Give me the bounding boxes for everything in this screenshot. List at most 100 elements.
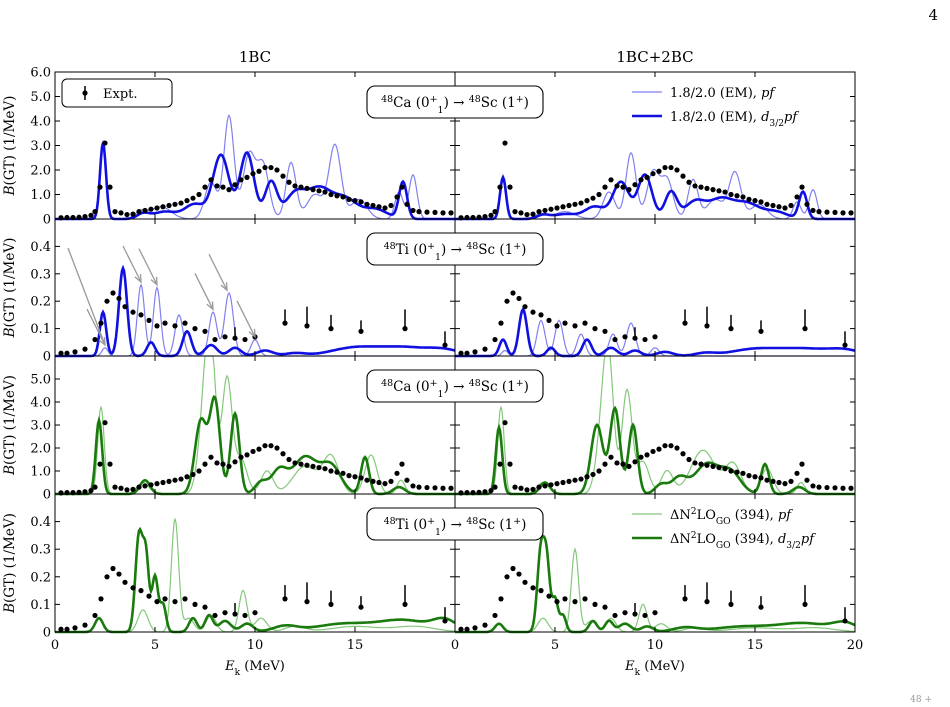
expt-point [110, 565, 116, 572]
expt-point [497, 184, 503, 190]
expt-point [566, 202, 572, 209]
expt-point [244, 174, 250, 180]
annotation-arrowhead [134, 273, 142, 284]
expt-point [138, 312, 144, 318]
y-tick-label: 2.0 [30, 164, 51, 179]
expt-point [848, 485, 854, 491]
expt-point [816, 209, 822, 215]
expt-point [522, 579, 528, 585]
expt-point [530, 585, 536, 591]
expt-point [602, 604, 608, 610]
expt-point [376, 204, 382, 210]
expt-point [352, 474, 358, 480]
expt-point [464, 626, 470, 632]
y-tick-label: 0 [43, 350, 51, 365]
expt-point [498, 320, 504, 326]
expt-point [722, 466, 728, 472]
expt-point [746, 196, 752, 202]
expt-point [590, 471, 596, 478]
expt-point [97, 184, 103, 190]
expt-point [518, 210, 524, 216]
expt-point [674, 445, 680, 451]
expt-point [82, 489, 88, 495]
expt-point [652, 610, 658, 616]
footer-fragment: 48 + [910, 695, 932, 705]
expt-point [432, 485, 438, 491]
expt-point [502, 140, 508, 146]
expt-point [770, 202, 776, 209]
expt-point [166, 478, 172, 484]
expt-point [536, 209, 542, 215]
expt-point [620, 461, 626, 467]
expt-point [130, 585, 136, 591]
expt-point [146, 317, 152, 323]
expt-point [498, 596, 504, 602]
expt-point [482, 489, 488, 495]
expt-point [692, 183, 698, 189]
expt-point [488, 212, 494, 218]
annotation-arrowhead [248, 328, 256, 339]
y-tick-label: 1.0 [30, 465, 51, 480]
expt-point [310, 187, 316, 193]
panel-ti-em-1bc-2bc [455, 290, 856, 358]
expt-point [602, 184, 608, 190]
expt-point [292, 460, 298, 466]
y-tick-label: 0.4 [30, 240, 51, 255]
expt-point [148, 206, 154, 212]
expt-point [346, 196, 352, 202]
expt-point [746, 473, 752, 479]
expt-point [668, 164, 674, 171]
expt-point [304, 185, 310, 191]
x-tick-label: 15 [747, 638, 764, 653]
annotation-arrow-long [67, 247, 106, 346]
expt-point [358, 475, 364, 481]
expt-point [492, 336, 498, 343]
expt-point [492, 612, 498, 619]
expt-point [554, 323, 560, 329]
expt-point [602, 328, 608, 334]
expt-point [546, 317, 552, 323]
expt-point [554, 599, 560, 605]
expt-point [122, 304, 128, 310]
expt-point [136, 209, 142, 215]
expt-point [572, 599, 578, 605]
expt-point [274, 445, 280, 451]
y-tick-label: 1.0 [30, 188, 51, 203]
expt-point [322, 189, 328, 195]
expt-point [214, 460, 220, 466]
annotation-arrowhead [206, 301, 214, 311]
expt-point [256, 446, 262, 452]
expt-point [382, 481, 388, 487]
expt-point [364, 477, 370, 483]
expt-point [578, 200, 584, 206]
expt-point [82, 346, 88, 352]
expt-point [334, 193, 340, 199]
expt-point [212, 612, 218, 619]
expt-point [382, 205, 388, 211]
expt-point [538, 588, 544, 594]
expt-point [316, 464, 322, 471]
expt-point [256, 168, 262, 174]
expt-point [788, 478, 794, 484]
expt-point [482, 213, 488, 220]
expt-point [592, 601, 598, 608]
expt-point [458, 490, 464, 496]
expt-point [98, 320, 104, 326]
y-tick-label: 2.0 [30, 442, 51, 457]
expt-point [184, 198, 190, 204]
y-tick-label: 5.0 [30, 90, 51, 105]
x-tick-label: 0 [51, 638, 59, 653]
expt-point [758, 475, 764, 481]
expt-point [184, 474, 190, 480]
expt-point [442, 618, 448, 624]
expt-point [722, 189, 728, 195]
y-tick-label: 0 [43, 626, 51, 641]
annotation-arrow [208, 253, 228, 291]
transition-label: 48Ti (0+1) → 48Sc (1+) [384, 516, 527, 538]
expt-point [612, 336, 618, 343]
expt-point [88, 487, 94, 494]
expt-point [752, 198, 758, 204]
expt-point [458, 215, 464, 221]
expt-point [316, 188, 322, 194]
expt-point [162, 596, 168, 602]
